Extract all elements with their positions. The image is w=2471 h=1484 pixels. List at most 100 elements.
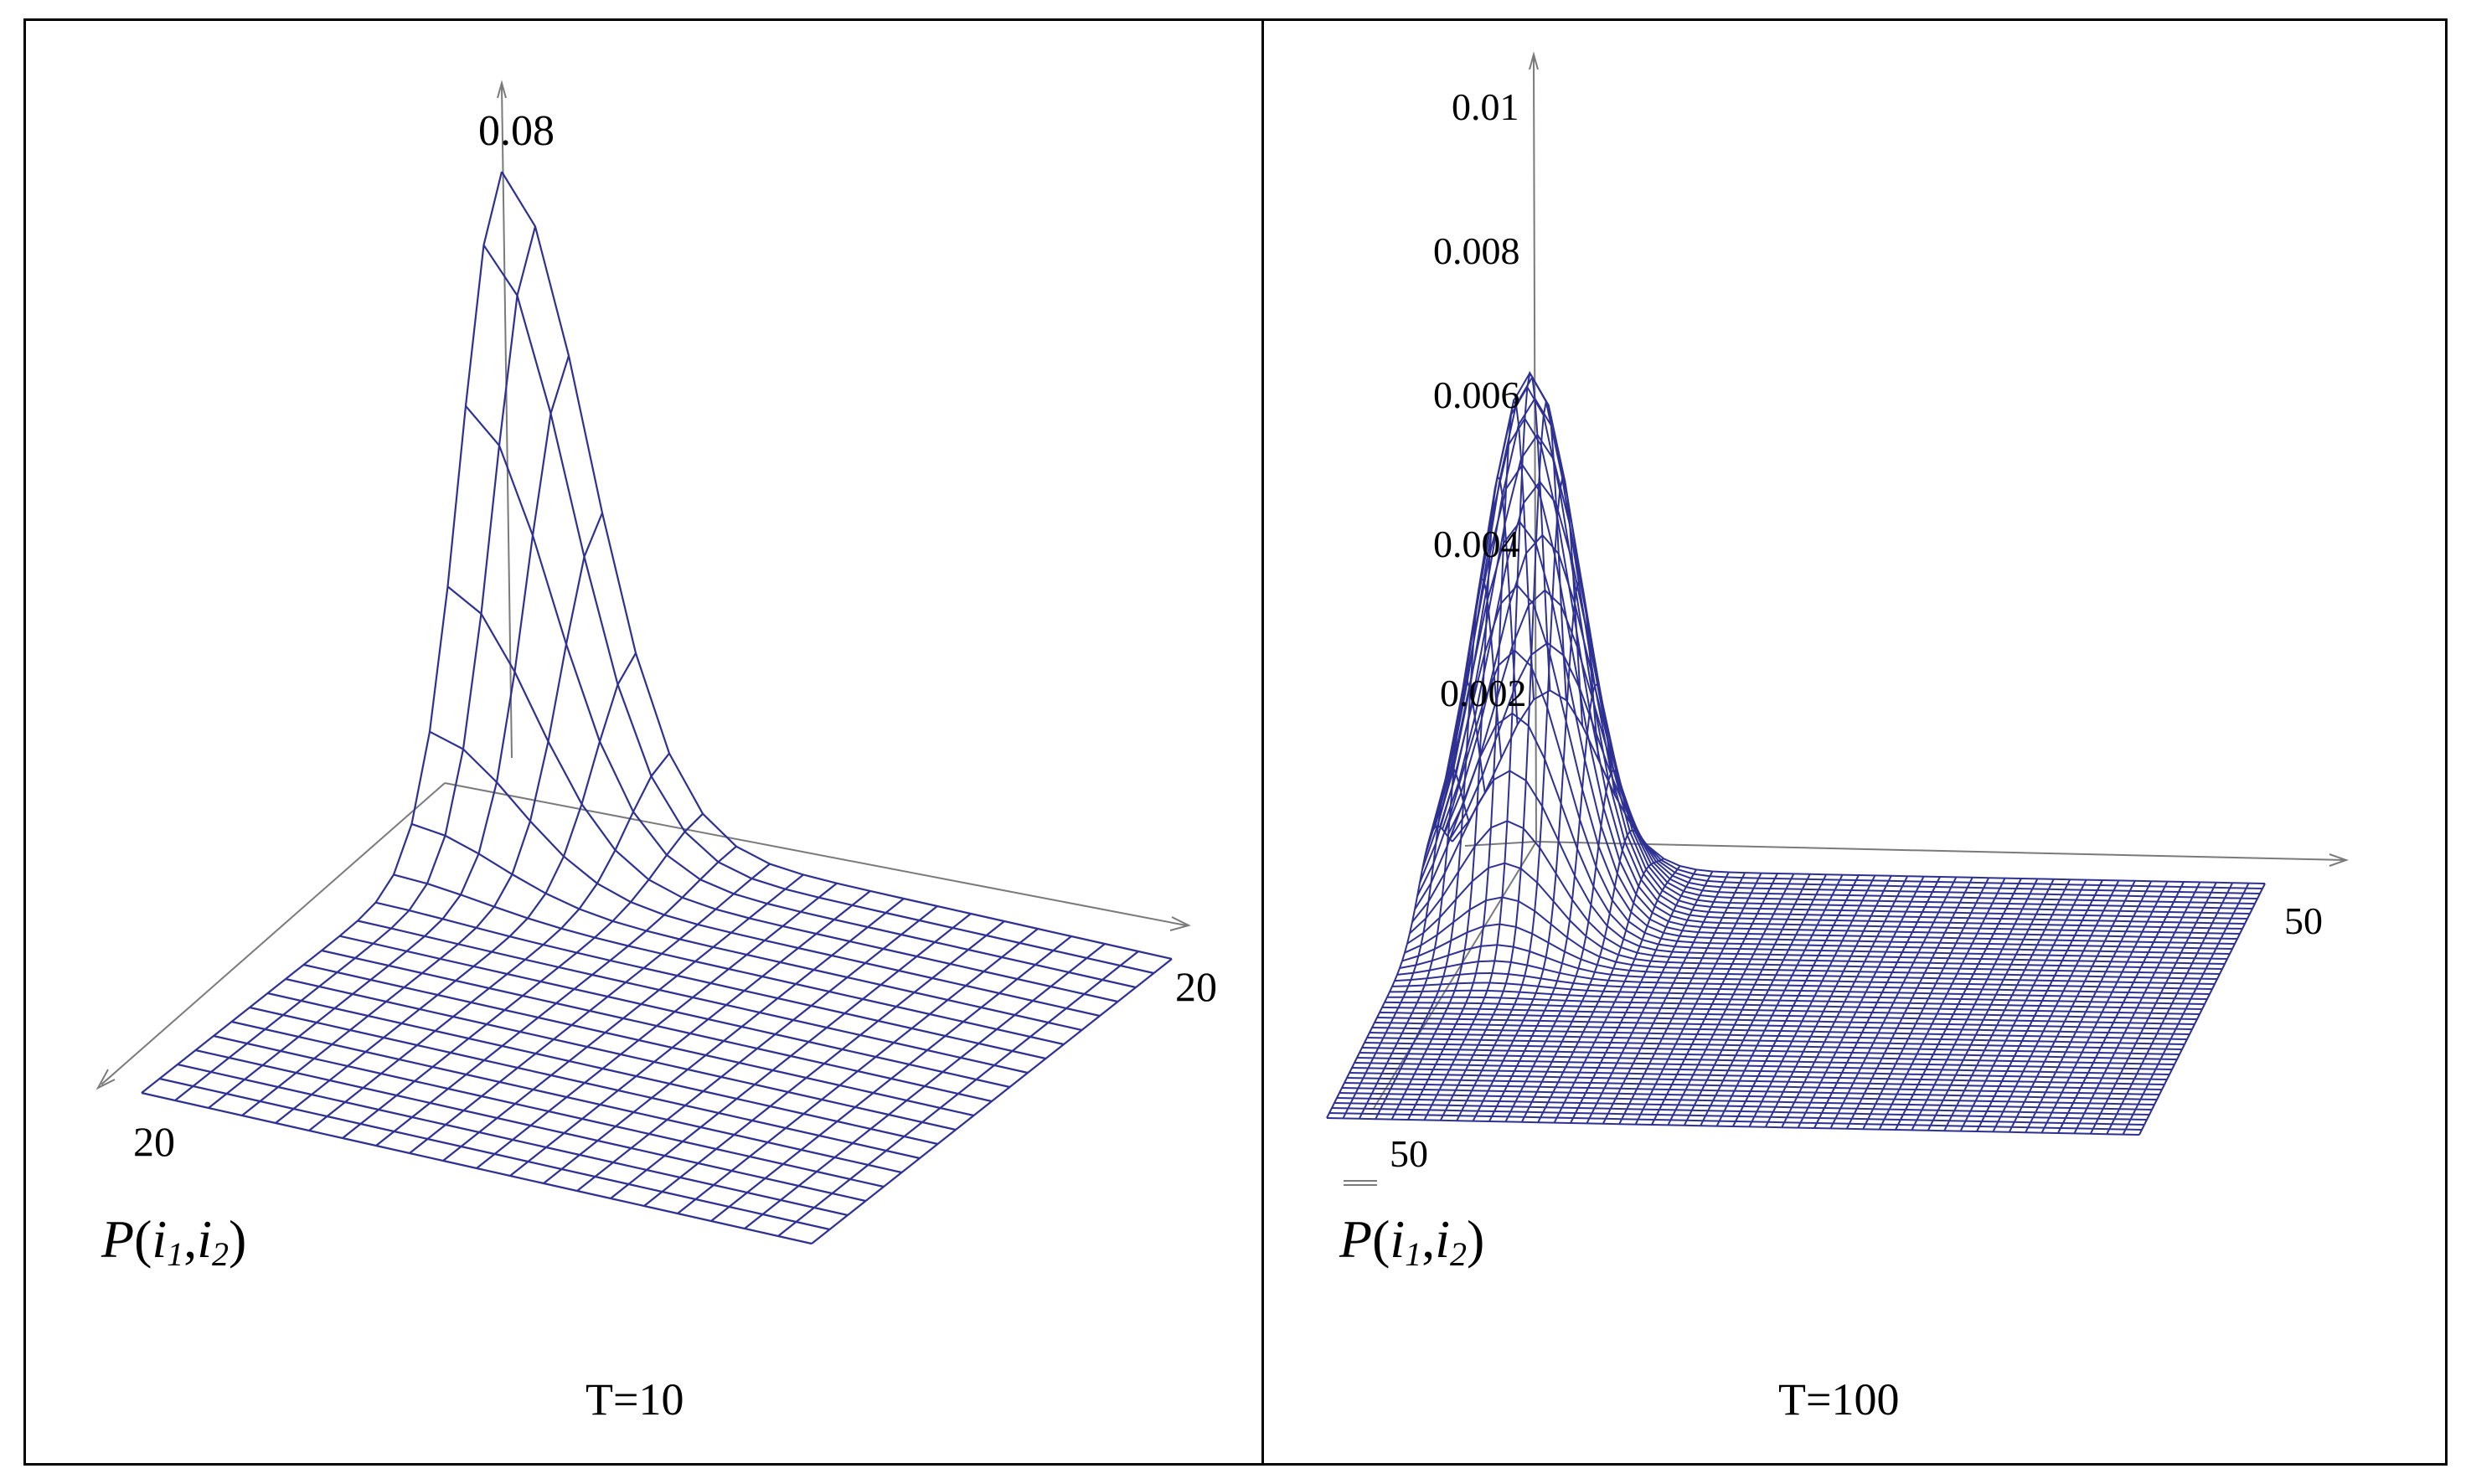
- mesh-line: [1862, 877, 1990, 1130]
- mesh-line: [2138, 883, 2266, 1136]
- mesh-line: [465, 405, 1137, 989]
- mesh-line: [1732, 874, 1860, 1127]
- mesh-line: [1449, 642, 2263, 889]
- mesh-line: [1715, 874, 1844, 1127]
- z-axis: [1533, 55, 1537, 842]
- mesh-line: [1439, 399, 1567, 1121]
- z-axis-arrow: [497, 80, 507, 99]
- mesh-line: [1634, 873, 1762, 1126]
- mesh-line: [1618, 872, 1746, 1125]
- mesh-line: [1781, 875, 1909, 1128]
- function-name: P: [1339, 1209, 1373, 1269]
- mesh-line: [141, 171, 503, 1094]
- z-axis-arrow: [1529, 51, 1539, 70]
- mesh-line: [1959, 879, 2087, 1132]
- mesh-line: [2089, 882, 2217, 1135]
- mesh-line: [1488, 683, 1616, 1122]
- surface-plot-t100: 0.002 0.004 0.006 0.008 0.01 50 50: [1326, 51, 2350, 1186]
- mesh-line: [1651, 873, 1778, 1126]
- mesh-line: [1537, 858, 1664, 1123]
- i1-max-label: 20: [133, 1118, 175, 1165]
- axis-labels-t10: 0.08 20 20: [133, 107, 1217, 1165]
- mesh-line: [1829, 876, 1958, 1129]
- mesh-line: [442, 873, 804, 1162]
- mesh-line: [2025, 880, 2153, 1133]
- mesh-line: [2057, 881, 2185, 1134]
- z-tick-label: 0.01: [1452, 85, 1519, 128]
- function-label: P(i1,i2): [1339, 1208, 1484, 1274]
- i2-axis-arrow: [1169, 916, 1191, 931]
- mesh-line: [1390, 475, 1519, 1121]
- i1-axis-arrow: [95, 1069, 116, 1090]
- mesh-line: [543, 898, 905, 1184]
- mesh-line: [476, 882, 838, 1169]
- function-label: P(i1,i2): [101, 1208, 246, 1274]
- i1-max-label: 50: [1390, 1132, 1428, 1175]
- mesh-line: [1943, 879, 2071, 1131]
- z-tick-label: 0.006: [1433, 374, 1520, 416]
- mesh-line: [1813, 876, 1941, 1129]
- mesh-line: [1667, 873, 1795, 1126]
- mesh-line: [411, 822, 1082, 1032]
- z-axis: [501, 85, 513, 759]
- panel-t10: 0.08 20 20 P(i1,i2) T=10: [23, 18, 1264, 1466]
- mesh-line: [2106, 882, 2234, 1135]
- mesh-line: [1570, 868, 1697, 1124]
- mesh-line: [1797, 876, 1925, 1129]
- z-tick-label: 0.08: [478, 107, 555, 155]
- mesh-line: [1375, 578, 1503, 1120]
- mesh-line: [174, 226, 537, 1101]
- mesh-line: [2073, 881, 2201, 1134]
- paren-open: (: [1372, 1209, 1390, 1269]
- mesh-line: [1326, 825, 1453, 1119]
- mesh-line: [1429, 385, 2243, 930]
- mesh-line: [811, 958, 1173, 1244]
- mesh-line: [1895, 878, 2022, 1131]
- mesh-line: [241, 513, 604, 1116]
- mesh-line: [208, 355, 570, 1109]
- mesh-line: [409, 863, 771, 1154]
- mesh-line: [1878, 878, 2006, 1131]
- mesh-line: [1700, 873, 1828, 1126]
- mesh-line: [1456, 477, 1584, 1121]
- mesh-line: [1553, 865, 1681, 1124]
- surface-mesh-t100: [1326, 370, 2266, 1136]
- paren-open: (: [134, 1209, 152, 1269]
- mesh-line: [610, 913, 972, 1199]
- panel-t100: 0.002 0.004 0.006 0.008 0.01 50 50 P(i1,…: [1261, 18, 2448, 1466]
- mesh-line: [2040, 881, 2169, 1134]
- mesh-line: [710, 935, 1072, 1222]
- i2-axis: [444, 782, 1187, 926]
- sub-1: 1: [1405, 1235, 1422, 1273]
- mesh-line: [1992, 879, 2120, 1132]
- axis-labels-t100: 0.002 0.004 0.006 0.008 0.01 50 50: [1390, 85, 2323, 1175]
- mesh-line: [1976, 879, 2103, 1132]
- i2-max-label: 50: [2284, 899, 2323, 942]
- panel-caption: T=10: [586, 1374, 684, 1425]
- axes-t100: [1344, 51, 2350, 1186]
- i2-max-label: 20: [1175, 963, 1217, 1010]
- mesh-line: [1472, 580, 1600, 1122]
- mesh-line: [308, 752, 670, 1131]
- mesh-line: [643, 920, 1005, 1207]
- panel-caption: T=100: [1778, 1374, 1900, 1425]
- z-tick-label: 0.002: [1440, 672, 1527, 714]
- mesh-line: [509, 890, 871, 1177]
- mesh-line: [2122, 883, 2250, 1136]
- mesh-line: [375, 845, 737, 1146]
- var-i1: i: [1390, 1209, 1406, 1269]
- mesh-line: [1423, 370, 1551, 1121]
- var-i2: i: [1435, 1209, 1450, 1269]
- function-name: P: [101, 1209, 135, 1269]
- axes-t10: [95, 80, 1191, 1090]
- mesh-line: [1602, 872, 1730, 1125]
- surface-mesh-t10: [141, 171, 1173, 1245]
- i2-axis-arrow: [2329, 853, 2350, 867]
- i1-axis: [101, 782, 446, 1085]
- i2-axis: [1535, 841, 2345, 861]
- mesh-line: [482, 245, 1154, 975]
- mesh-line: [1927, 879, 2055, 1131]
- mesh-line: [1683, 873, 1811, 1126]
- sub-2: 2: [211, 1235, 229, 1273]
- comma: ,: [1421, 1209, 1436, 1269]
